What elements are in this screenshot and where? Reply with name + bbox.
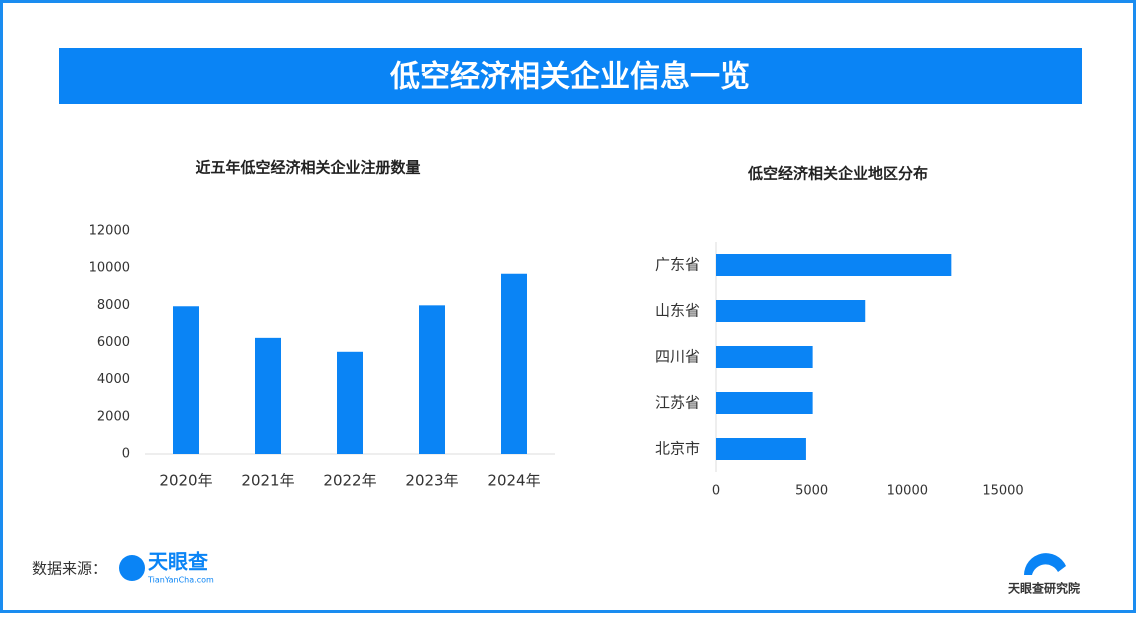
y-tick-label: 8000 (97, 298, 130, 313)
x-tick-label: 5000 (795, 484, 828, 499)
bar (419, 305, 445, 454)
page-title: 低空经济相关企业信息一览 (389, 60, 750, 95)
y-tick-label: 江苏省 (655, 394, 700, 412)
y-tick-label: 四川省 (655, 348, 700, 366)
source-label: 数据来源： (32, 560, 107, 578)
bar (337, 351, 363, 454)
title-banner (59, 48, 1082, 104)
x-tick-label: 2024年 (487, 472, 540, 490)
chart-title: 低空经济相关企业地区分布 (747, 165, 928, 183)
logo-text: 天眼查 (148, 550, 208, 574)
bar (716, 392, 813, 414)
y-tick-label: 4000 (97, 372, 130, 387)
bar (716, 254, 952, 276)
y-tick-label: 10000 (89, 261, 130, 276)
x-tick-label: 2020年 (159, 472, 212, 490)
x-tick-label: 2023年 (405, 472, 458, 490)
bar (173, 306, 199, 454)
y-tick-label: 12000 (89, 224, 130, 239)
chart-title: 近五年低空经济相关企业注册数量 (195, 159, 420, 177)
x-tick-label: 2021年 (241, 472, 294, 490)
x-tick-label: 0 (712, 484, 720, 499)
bar (716, 300, 866, 322)
x-tick-label: 10000 (887, 484, 928, 499)
y-tick-label: 0 (122, 447, 130, 462)
bar (716, 438, 806, 460)
y-tick-label: 2000 (97, 409, 130, 424)
bar (501, 273, 527, 454)
institute-icon (1024, 553, 1066, 575)
y-tick-label: 6000 (97, 335, 130, 350)
y-tick-label: 山东省 (655, 302, 700, 320)
bar (716, 346, 813, 368)
logo-icon (119, 555, 145, 581)
x-tick-label: 2022年 (323, 472, 376, 490)
y-tick-label: 广东省 (655, 256, 700, 274)
logo-sub: TianYanCha.com (147, 576, 214, 585)
y-tick-label: 北京市 (655, 440, 700, 458)
x-tick-label: 15000 (982, 484, 1023, 499)
institute-text: 天眼查研究院 (1008, 581, 1080, 596)
bar (255, 337, 281, 454)
